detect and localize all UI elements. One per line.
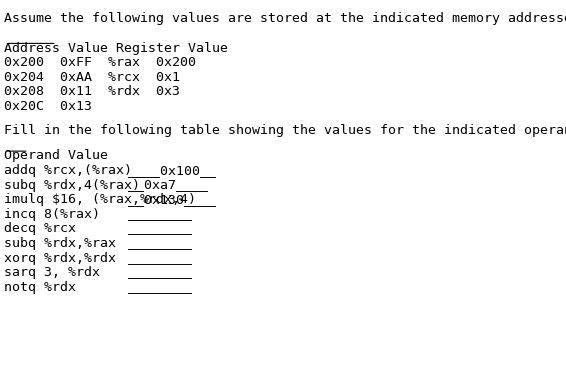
Text: __0x130____: __0x130____ [128,193,216,206]
Text: ____0x100__: ____0x100__ [128,164,216,177]
Text: addq %rcx,(%rax): addq %rcx,(%rax) [5,164,132,177]
Text: Operand Value: Operand Value [5,149,109,162]
Text: imulq $16, (%rax,%rdx,4): imulq $16, (%rax,%rdx,4) [5,193,196,206]
Text: sarq 3, %rdx: sarq 3, %rdx [5,266,100,279]
Text: Assume the following values are stored at the indicated memory addresses and reg: Assume the following values are stored a… [5,13,566,25]
Text: xorq %rdx,%rdx: xorq %rdx,%rdx [5,252,117,265]
Text: ________: ________ [128,252,192,265]
Text: notq %rdx: notq %rdx [5,281,76,294]
Text: Address Value Register Value: Address Value Register Value [5,42,229,54]
Text: ________: ________ [128,208,192,221]
Text: 0x200  0xFF  %rax  0x200: 0x200 0xFF %rax 0x200 [5,56,196,69]
Text: subq %rdx,4(%rax): subq %rdx,4(%rax) [5,178,140,191]
Text: Fill in the following table showing the values for the indicated operands:: Fill in the following table showing the … [5,124,566,137]
Text: incq 8(%rax): incq 8(%rax) [5,208,100,221]
Text: ________: ________ [128,281,192,294]
Text: ________: ________ [128,222,192,236]
Text: ________: ________ [128,266,192,279]
Text: 0x204  0xAA  %rcx  0x1: 0x204 0xAA %rcx 0x1 [5,71,181,84]
Text: 0x208  0x11  %rdx  0x3: 0x208 0x11 %rdx 0x3 [5,85,181,98]
Text: __0xa7____: __0xa7____ [128,178,208,191]
Text: subq %rdx,%rax: subq %rdx,%rax [5,237,117,250]
Text: 0x20C  0x13: 0x20C 0x13 [5,100,92,113]
Text: ________: ________ [128,237,192,250]
Text: decq %rcx: decq %rcx [5,222,76,236]
